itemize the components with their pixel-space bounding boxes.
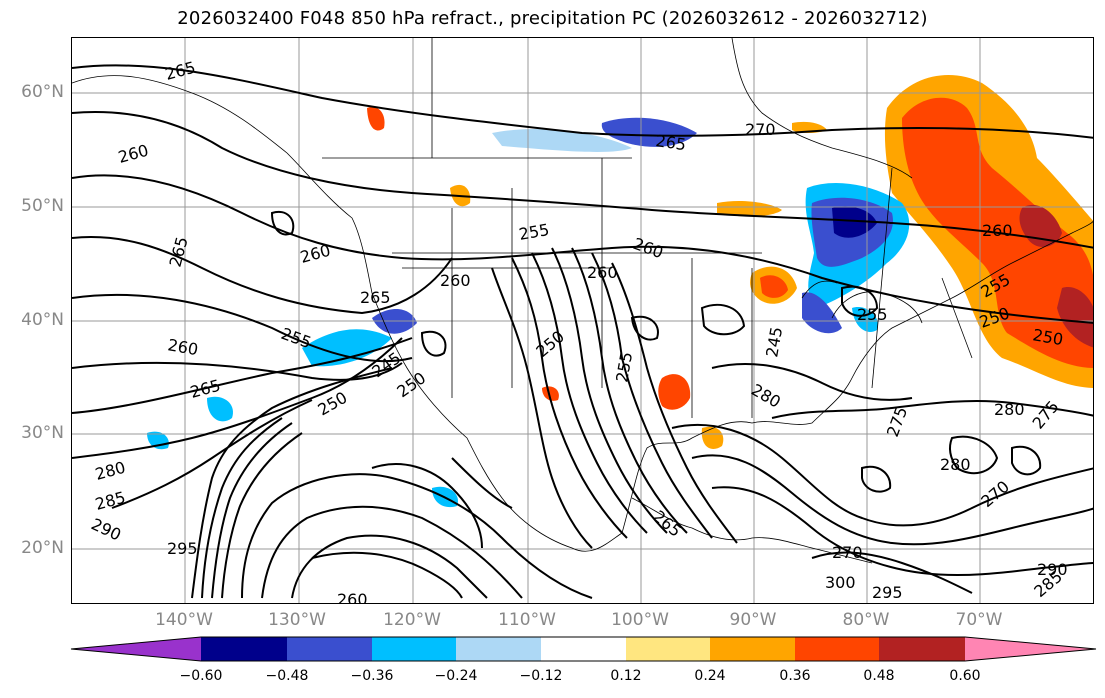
colorbar-segment [795, 637, 879, 661]
lat-label-60n: 60°N [21, 82, 64, 102]
colorbar-segment [710, 637, 795, 661]
colorbar-outline [70, 636, 1097, 662]
contour-label: 280 [748, 380, 784, 412]
colorbar-segment [71, 637, 201, 661]
colorbar-tick-label: 0.12 [610, 668, 642, 684]
precip-positive-area-gulf [701, 426, 724, 449]
precip-negative-area-washington [302, 329, 392, 367]
lon-label-140w: 140°W [155, 610, 213, 630]
precip-negative-area-lakes [802, 292, 842, 334]
colorbar-tick-label: 0.48 [863, 668, 895, 684]
precip-negative-area-hudson-outer [492, 128, 632, 152]
contour-label: 280 [93, 458, 127, 484]
contour-label: 255 [612, 350, 636, 383]
contour-label: 275 [1029, 397, 1063, 433]
precip-heavy-area-east [1057, 287, 1093, 348]
contour-label: 270 [977, 477, 1013, 511]
contour-label: 280 [940, 455, 971, 474]
contour-label: 260 [440, 271, 471, 290]
lat-label-40n: 40°N [21, 310, 64, 330]
contour-label: 280 [994, 400, 1025, 419]
colorbar-tick-label: 0.24 [694, 668, 726, 684]
lon-label-120w: 120°W [383, 610, 441, 630]
colorbar-segments [70, 636, 1097, 662]
precip-positive-area-plains [717, 200, 782, 217]
precip-negative-core-area-canada [832, 206, 877, 238]
colorbar-segment [201, 637, 287, 661]
contour-label: 260 [116, 141, 150, 167]
graticule [72, 38, 1093, 603]
contour-label: 290 [88, 514, 124, 544]
colorbar-tick-label: −0.12 [519, 668, 563, 684]
lat-label-30n: 30°N [21, 423, 64, 443]
contour-label: 270 [745, 120, 776, 139]
map-panel[interactable]: 265 260 265 260 255 265 260 255 260 265 … [71, 37, 1094, 604]
lon-label-90w: 90°W [729, 610, 777, 630]
lat-label-20n: 20°N [21, 538, 64, 558]
contour-label: 255 [517, 220, 550, 244]
precip-positive-area-texas [658, 374, 691, 410]
map-title: 2026032400 F048 850 hPa refract., precip… [177, 8, 928, 29]
contour-label: 260 [587, 263, 618, 282]
contour-label: 260 [631, 234, 666, 262]
colorbar-tick-label: 0.60 [949, 668, 981, 684]
contour-label: 265 [166, 235, 192, 269]
map-canvas: 265 260 265 260 255 265 260 255 260 265 … [72, 38, 1093, 604]
contour-label: 270 [832, 543, 863, 562]
colorbar-segment [287, 637, 372, 661]
contour-label: 265 [649, 507, 685, 541]
contour-label: 295 [167, 539, 198, 558]
colorbar [70, 636, 1097, 662]
precip-positive-area-bc [542, 386, 559, 401]
contour-label: 290 [1037, 560, 1068, 579]
contour-label: 295 [872, 583, 903, 602]
colorbar-segment [965, 637, 1096, 661]
contour-label: 300 [825, 573, 856, 592]
lon-label-110w: 110°W [498, 610, 556, 630]
refractivity-contours [72, 64, 1093, 599]
contour-label: 260 [298, 241, 332, 267]
contour-label: 260 [337, 590, 368, 604]
precip-strong-area-lakes [760, 275, 788, 298]
lon-label-130w: 130°W [268, 610, 326, 630]
colorbar-segment [541, 637, 626, 661]
precip-negative-area-hudson [601, 117, 697, 147]
coastlines [72, 38, 1093, 564]
precip-positive-area-northwest [367, 106, 385, 131]
lon-label-70w: 70°W [955, 610, 1003, 630]
contour-label: 255 [279, 324, 314, 352]
colorbar-tick-label: −0.48 [265, 668, 309, 684]
lon-label-100w: 100°W [611, 610, 669, 630]
contour-label: 255 [857, 305, 888, 324]
colorbar-tick-label: −0.24 [434, 668, 478, 684]
colorbar-tick-label: −0.36 [350, 668, 394, 684]
contour-label: 250 [315, 388, 351, 420]
colorbar-segment [372, 637, 456, 661]
contour-label: 265 [360, 288, 391, 307]
colorbar-segment [626, 637, 710, 661]
colorbar-tick-label: −0.60 [179, 668, 223, 684]
contour-label: 285 [93, 488, 127, 514]
precip-negative-area-pacific [207, 396, 233, 422]
lon-label-80w: 80°W [842, 610, 890, 630]
contour-label: 260 [982, 221, 1013, 240]
contour-label: 250 [393, 368, 429, 401]
contour-label: 245 [762, 325, 786, 358]
colorbar-segment [456, 637, 541, 661]
contour-label: 260 [166, 335, 199, 359]
lat-label-50n: 50°N [21, 196, 64, 216]
contour-label: 265 [163, 58, 197, 84]
contour-label: 265 [654, 131, 687, 154]
colorbar-segment [879, 637, 965, 661]
colorbar-tick-label: 0.36 [779, 668, 811, 684]
